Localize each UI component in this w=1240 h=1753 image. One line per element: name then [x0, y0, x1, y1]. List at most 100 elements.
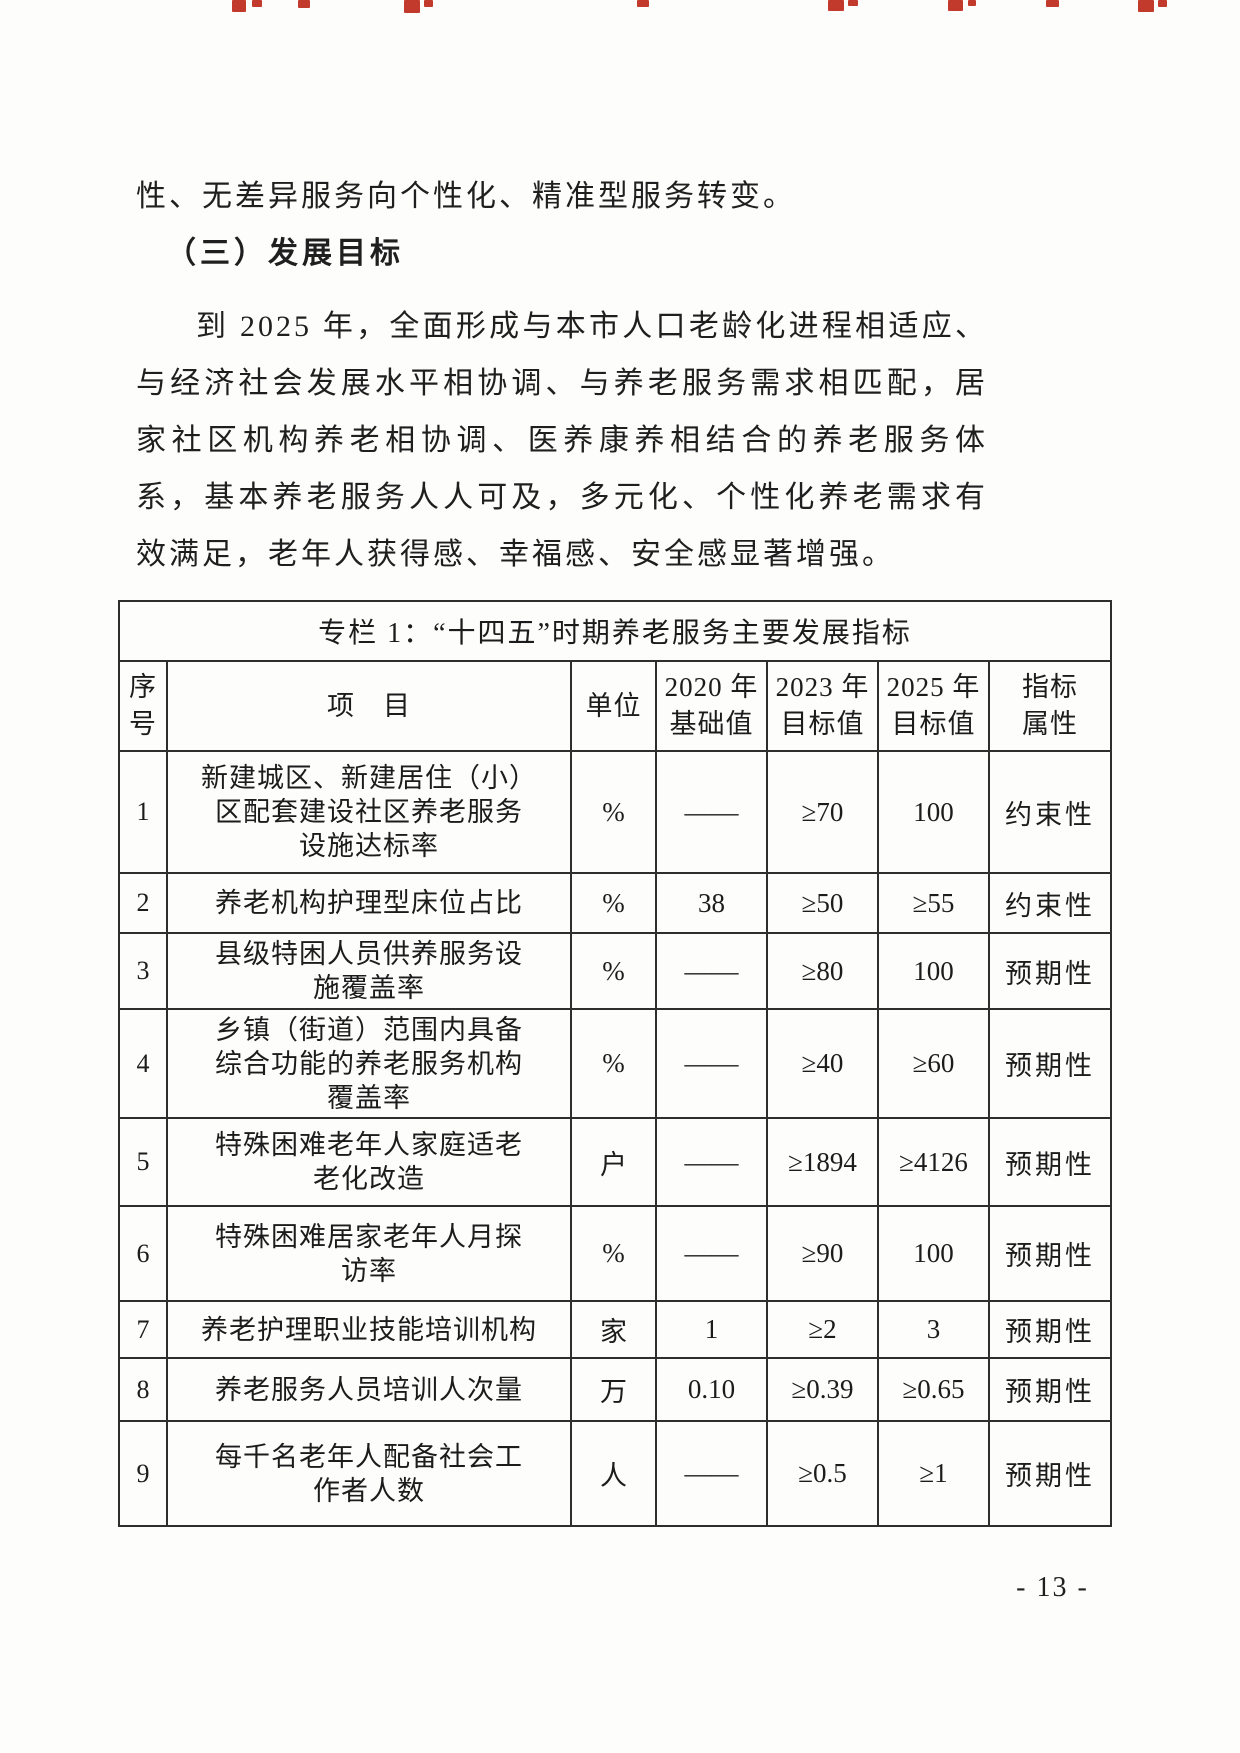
row-2025-goal: 100 — [877, 750, 990, 874]
row-attribute: 预期性 — [988, 1117, 1112, 1207]
row-2025-goal: ≥60 — [877, 1008, 990, 1119]
row-attribute: 约束性 — [988, 872, 1112, 934]
table-row: 1 新建城区、新建居住（小） 区配套建设社区养老服务 设施达标率 % —— ≥7… — [118, 750, 1112, 874]
row-unit: 人 — [570, 1420, 657, 1527]
col-header-2020-base: 2020 年 基础值 — [655, 660, 768, 752]
row-unit: 家 — [570, 1300, 657, 1359]
body-text-block: 性、无差异服务向个性化、精准型服务转变。 （三）发展目标 到 2025 年，全面… — [136, 168, 988, 583]
table-row: 6 特殊困难居家老年人月探 访率 % —— ≥90 100 预期性 — [118, 1205, 1112, 1302]
paragraph-continuation: 性、无差异服务向个性化、精准型服务转变。 — [136, 180, 796, 213]
row-2025-goal: ≥0.65 — [877, 1357, 990, 1422]
row-item: 养老护理职业技能培训机构 — [166, 1300, 572, 1359]
row-attribute: 预期性 — [988, 932, 1112, 1010]
row-2020-base: 0.10 — [655, 1357, 768, 1422]
row-no: 5 — [118, 1117, 168, 1207]
row-unit: 户 — [570, 1117, 657, 1207]
row-item: 养老服务人员培训人次量 — [166, 1357, 572, 1422]
col-header-item: 项 目 — [166, 660, 572, 752]
row-attribute: 约束性 — [988, 750, 1112, 874]
table-row: 4 乡镇（街道）范围内具备 综合功能的养老服务机构 覆盖率 % —— ≥40 ≥… — [118, 1008, 1112, 1119]
table-row: 8 养老服务人员培训人次量 万 0.10 ≥0.39 ≥0.65 预期性 — [118, 1357, 1112, 1422]
row-no: 6 — [118, 1205, 168, 1302]
row-no: 4 — [118, 1008, 168, 1119]
table-row: 2 养老机构护理型床位占比 % 38 ≥50 ≥55 约束性 — [118, 872, 1112, 934]
row-item: 特殊困难居家老年人月探 访率 — [166, 1205, 572, 1302]
table-title: 专栏 1：“十四五”时期养老服务主要发展指标 — [118, 600, 1112, 662]
row-2023-goal: ≥90 — [766, 1205, 879, 1302]
row-attribute: 预期性 — [988, 1357, 1112, 1422]
row-no: 7 — [118, 1300, 168, 1359]
row-unit: % — [570, 1205, 657, 1302]
row-item: 养老机构护理型床位占比 — [166, 872, 572, 934]
row-no: 8 — [118, 1357, 168, 1422]
row-2023-goal: ≥80 — [766, 932, 879, 1010]
row-attribute: 预期性 — [988, 1420, 1112, 1527]
row-2020-base: —— — [655, 1205, 768, 1302]
table-header-row: 序 号 项 目 单位 2020 年 基础值 2023 年 目标值 2025 年 … — [118, 660, 1112, 752]
row-2023-goal: ≥1894 — [766, 1117, 879, 1207]
row-unit: % — [570, 1008, 657, 1119]
row-attribute: 预期性 — [988, 1008, 1112, 1119]
red-scan-mark — [968, 0, 976, 6]
red-scan-mark — [848, 0, 858, 6]
row-2023-goal: ≥50 — [766, 872, 879, 934]
indicators-table: 专栏 1：“十四五”时期养老服务主要发展指标 序 号 项 目 单位 2020 年… — [118, 600, 1112, 1527]
row-2020-base: —— — [655, 932, 768, 1010]
red-scan-mark — [1158, 0, 1167, 7]
row-2023-goal: ≥2 — [766, 1300, 879, 1359]
row-2025-goal: 100 — [877, 1205, 990, 1302]
red-scan-mark — [948, 0, 963, 11]
table-row: 5 特殊困难老年人家庭适老 老化改造 户 —— ≥1894 ≥4126 预期性 — [118, 1117, 1112, 1207]
col-header-attribute: 指标 属性 — [988, 660, 1112, 752]
row-2025-goal: ≥55 — [877, 872, 990, 934]
page-number: - 13 - — [1016, 1572, 1089, 1603]
row-unit: % — [570, 932, 657, 1010]
row-2025-goal: 100 — [877, 932, 990, 1010]
row-item: 县级特困人员供养服务设 施覆盖率 — [166, 932, 572, 1010]
row-2020-base: —— — [655, 1008, 768, 1119]
red-scan-mark — [828, 0, 844, 11]
row-2025-goal: ≥1 — [877, 1420, 990, 1527]
row-no: 1 — [118, 750, 168, 874]
goals-paragraph: 到 2025 年，全面形成与本市人口老龄化进程相适应、与经济社会发展水平相协调、… — [136, 310, 988, 571]
row-unit: 万 — [570, 1357, 657, 1422]
row-unit: % — [570, 750, 657, 874]
table-row: 3 县级特困人员供养服务设 施覆盖率 % —— ≥80 100 预期性 — [118, 932, 1112, 1010]
table-row: 7 养老护理职业技能培训机构 家 1 ≥2 3 预期性 — [118, 1300, 1112, 1359]
red-scan-mark — [232, 0, 246, 12]
row-2020-base: —— — [655, 1117, 768, 1207]
row-2020-base: —— — [655, 750, 768, 874]
row-item: 每千名老年人配备社会工 作者人数 — [166, 1420, 572, 1527]
red-scan-mark — [1046, 0, 1059, 7]
red-scan-mark — [1138, 0, 1154, 12]
table-row: 9 每千名老年人配备社会工 作者人数 人 —— ≥0.5 ≥1 预期性 — [118, 1420, 1112, 1527]
col-header-unit: 单位 — [570, 660, 657, 752]
red-scan-mark — [252, 0, 262, 7]
row-2023-goal: ≥0.39 — [766, 1357, 879, 1422]
row-2020-base: 1 — [655, 1300, 768, 1359]
row-item: 特殊困难老年人家庭适老 老化改造 — [166, 1117, 572, 1207]
row-unit: % — [570, 872, 657, 934]
red-scan-mark — [298, 0, 310, 8]
row-item: 乡镇（街道）范围内具备 综合功能的养老服务机构 覆盖率 — [166, 1008, 572, 1119]
row-no: 3 — [118, 932, 168, 1010]
row-2025-goal: 3 — [877, 1300, 990, 1359]
row-attribute: 预期性 — [988, 1300, 1112, 1359]
col-header-2025-goal: 2025 年 目标值 — [877, 660, 990, 752]
row-item: 新建城区、新建居住（小） 区配套建设社区养老服务 设施达标率 — [166, 750, 572, 874]
row-no: 2 — [118, 872, 168, 934]
row-2020-base: —— — [655, 1420, 768, 1527]
row-no: 9 — [118, 1420, 168, 1527]
col-header-2023-goal: 2023 年 目标值 — [766, 660, 879, 752]
row-2023-goal: ≥40 — [766, 1008, 879, 1119]
section-heading: （三）发展目标 — [166, 237, 404, 270]
red-scan-mark — [404, 0, 420, 13]
red-scan-mark — [637, 0, 649, 7]
row-2023-goal: ≥0.5 — [766, 1420, 879, 1527]
table-title-row: 专栏 1：“十四五”时期养老服务主要发展指标 — [118, 600, 1112, 662]
row-2023-goal: ≥70 — [766, 750, 879, 874]
row-2025-goal: ≥4126 — [877, 1117, 990, 1207]
row-attribute: 预期性 — [988, 1205, 1112, 1302]
row-2020-base: 38 — [655, 872, 768, 934]
